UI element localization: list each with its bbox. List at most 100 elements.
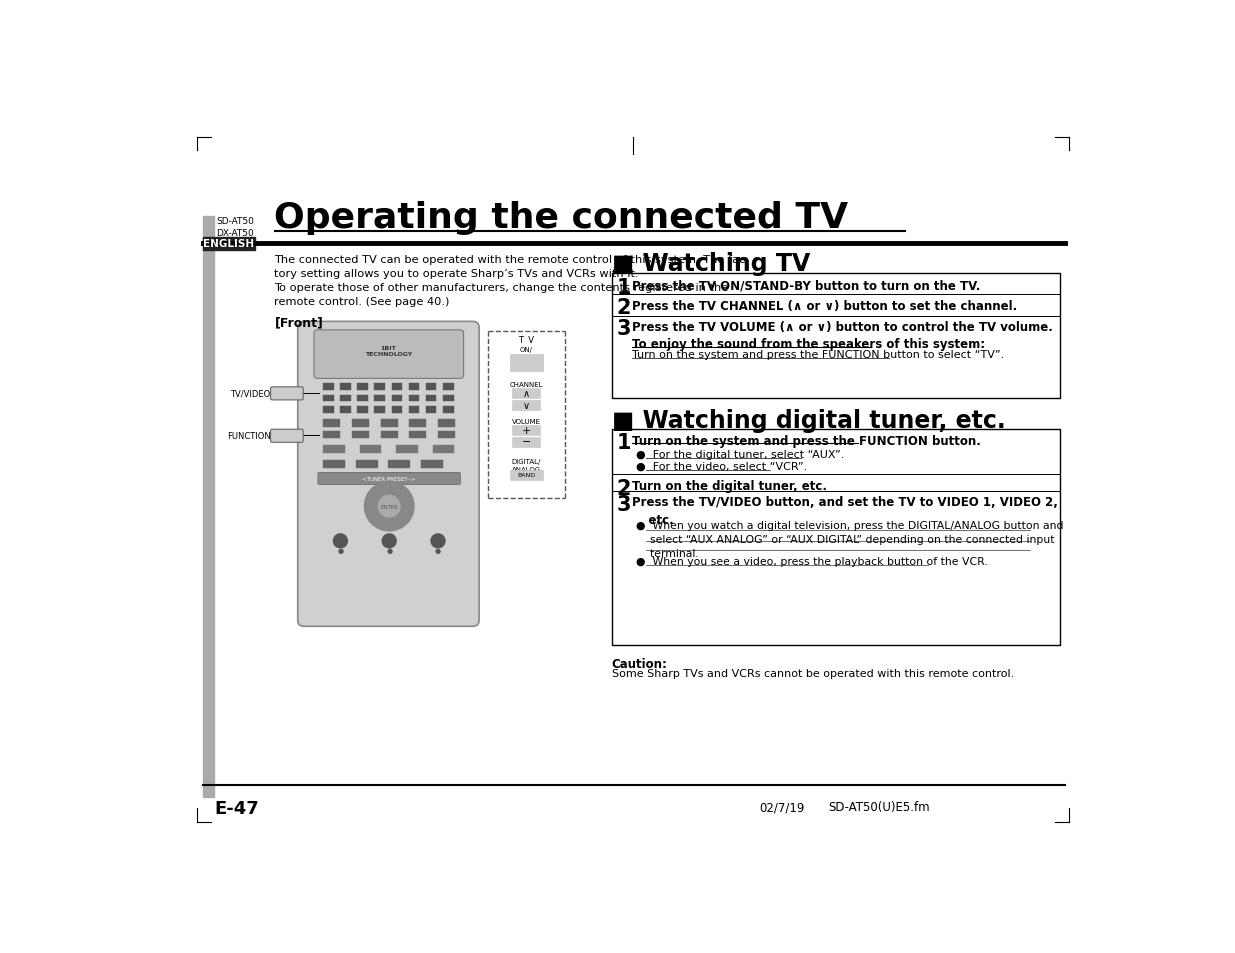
Bar xyxy=(341,407,351,414)
Text: ■ Watching TV: ■ Watching TV xyxy=(611,252,810,275)
Bar xyxy=(324,407,335,414)
Bar xyxy=(438,432,454,439)
Text: ●  When you see a video, press the playback button of the VCR.: ● When you see a video, press the playba… xyxy=(636,557,988,567)
Bar xyxy=(611,274,1060,399)
Text: 1: 1 xyxy=(616,277,631,297)
Text: 1BIT
TECHNOLOGY: 1BIT TECHNOLOGY xyxy=(364,346,412,356)
Bar xyxy=(513,389,541,399)
Bar xyxy=(611,430,1060,645)
Text: 3: 3 xyxy=(616,495,631,515)
Text: ●  When you watch a digital television, press the DIGITAL/ANALOG button and
    : ● When you watch a digital television, p… xyxy=(636,520,1063,558)
Bar xyxy=(409,383,420,391)
Bar xyxy=(396,445,417,454)
Text: ■ Watching digital tuner, etc.: ■ Watching digital tuner, etc. xyxy=(611,408,1005,432)
Text: +: + xyxy=(521,425,531,436)
Bar xyxy=(324,419,341,428)
Bar xyxy=(341,395,351,402)
Text: ON/
STAND-BY: ON/ STAND-BY xyxy=(509,347,543,360)
Text: 1: 1 xyxy=(616,433,631,453)
Bar xyxy=(442,407,453,414)
FancyBboxPatch shape xyxy=(317,473,461,485)
Bar xyxy=(513,400,541,411)
Circle shape xyxy=(431,535,445,548)
Bar xyxy=(359,445,382,454)
Bar xyxy=(391,407,403,414)
Bar xyxy=(324,383,335,391)
Bar xyxy=(426,395,436,402)
Text: CHANNEL: CHANNEL xyxy=(510,382,543,388)
Circle shape xyxy=(333,535,347,548)
Text: Turn on the digital tuner, etc.: Turn on the digital tuner, etc. xyxy=(632,479,826,493)
Bar xyxy=(357,407,368,414)
Bar xyxy=(374,395,385,402)
Bar xyxy=(357,383,368,391)
Bar xyxy=(442,395,453,402)
Text: 2: 2 xyxy=(616,478,631,498)
Bar xyxy=(409,432,426,439)
Bar xyxy=(204,237,256,251)
Text: <TUNER PRESET-->: <TUNER PRESET--> xyxy=(362,476,416,481)
Text: Caution:: Caution: xyxy=(611,658,667,670)
Text: SD-AT50
DX-AT50: SD-AT50 DX-AT50 xyxy=(216,216,254,238)
Bar xyxy=(374,407,385,414)
Bar xyxy=(380,419,398,428)
Bar xyxy=(426,383,436,391)
Text: Press the TV VOLUME (∧ or ∨) button to control the TV volume.: Press the TV VOLUME (∧ or ∨) button to c… xyxy=(632,320,1052,334)
Bar xyxy=(324,432,341,439)
Text: To enjoy the sound from the speakers of this system:: To enjoy the sound from the speakers of … xyxy=(632,337,984,351)
Text: Operating the connected TV: Operating the connected TV xyxy=(274,200,848,234)
Text: 3: 3 xyxy=(616,319,631,339)
Bar xyxy=(409,419,426,428)
Bar xyxy=(438,419,454,428)
Text: ●: ● xyxy=(337,547,343,554)
Text: ●: ● xyxy=(435,547,441,554)
Circle shape xyxy=(378,496,400,517)
Bar xyxy=(510,355,542,372)
Bar xyxy=(513,426,541,436)
Bar xyxy=(409,395,420,402)
Text: 02/7/19: 02/7/19 xyxy=(758,801,804,814)
Text: ●  For the digital tuner, select “AUX”.: ● For the digital tuner, select “AUX”. xyxy=(636,450,845,459)
Bar xyxy=(357,395,368,402)
Text: −: − xyxy=(521,437,531,447)
Bar xyxy=(421,460,442,469)
Bar xyxy=(324,460,345,469)
Bar xyxy=(510,471,542,480)
Circle shape xyxy=(364,482,414,531)
Text: The connected TV can be operated with the remote control of this system. The fac: The connected TV can be operated with th… xyxy=(274,254,750,306)
Bar xyxy=(324,395,335,402)
Text: ●  For the video, select “VCR”.: ● For the video, select “VCR”. xyxy=(636,461,808,471)
Bar xyxy=(513,437,541,447)
Text: ●: ● xyxy=(387,547,393,554)
Text: VOLUME: VOLUME xyxy=(511,419,541,425)
Bar xyxy=(389,460,410,469)
Bar xyxy=(374,383,385,391)
Bar xyxy=(442,383,453,391)
Text: T  V: T V xyxy=(519,335,535,345)
Bar xyxy=(352,432,369,439)
Text: DIGITAL/
ANALOG: DIGITAL/ ANALOG xyxy=(511,459,541,473)
Text: Turn on the system and press the FUNCTION button to select “TV”.: Turn on the system and press the FUNCTIO… xyxy=(632,350,1004,359)
Text: Some Sharp TVs and VCRs cannot be operated with this remote control.: Some Sharp TVs and VCRs cannot be operat… xyxy=(611,668,1014,679)
Bar xyxy=(324,445,345,454)
Bar xyxy=(432,445,454,454)
Bar xyxy=(391,383,403,391)
Text: SD-AT50(U)E5.fm: SD-AT50(U)E5.fm xyxy=(829,801,930,814)
Bar xyxy=(352,419,369,428)
Bar xyxy=(380,432,398,439)
FancyBboxPatch shape xyxy=(270,388,303,400)
Text: FUNCTION: FUNCTION xyxy=(227,432,270,440)
Text: [Front]: [Front] xyxy=(274,315,324,329)
Circle shape xyxy=(382,535,396,548)
Bar xyxy=(391,395,403,402)
FancyBboxPatch shape xyxy=(314,331,463,379)
Text: TV/VIDEO: TV/VIDEO xyxy=(231,389,270,398)
Text: Turn on the system and press the FUNCTION button.: Turn on the system and press the FUNCTIO… xyxy=(632,435,981,447)
Text: BAND: BAND xyxy=(517,473,536,477)
Text: E-47: E-47 xyxy=(215,799,259,817)
Bar xyxy=(356,460,378,469)
Text: ENGLISH: ENGLISH xyxy=(204,238,254,249)
FancyBboxPatch shape xyxy=(298,322,479,627)
Bar xyxy=(409,407,420,414)
Text: Press the TV/VIDEO button, and set the TV to VIDEO 1, VIDEO 2,
    etc.: Press the TV/VIDEO button, and set the T… xyxy=(632,496,1057,526)
